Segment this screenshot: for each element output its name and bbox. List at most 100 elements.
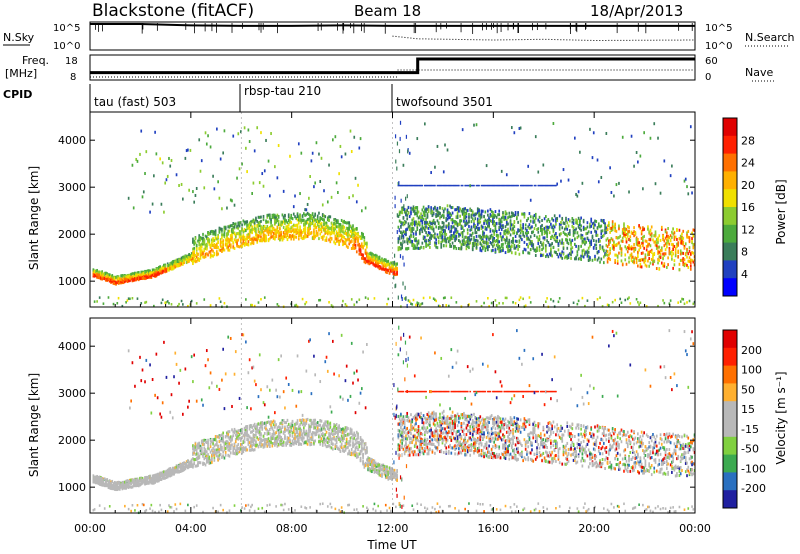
scatter-cell	[645, 259, 647, 262]
scatter-cell	[471, 225, 473, 228]
scatter-cell	[299, 225, 301, 228]
scatter-cell	[514, 230, 516, 233]
scatter-cell	[361, 209, 363, 212]
scatter-cell	[324, 215, 326, 218]
scatter-cell	[402, 282, 403, 286]
scatter-cell	[437, 246, 439, 249]
scatter-cell	[580, 217, 582, 220]
scatter-cell	[561, 226, 563, 229]
scatter-cell	[627, 235, 629, 238]
scatter-cell	[670, 299, 672, 302]
scatter-cell	[583, 255, 585, 258]
scatter-cell	[651, 235, 653, 238]
scatter-cell	[498, 213, 500, 216]
scatter-cell	[365, 249, 367, 252]
scatter-cell	[502, 235, 504, 238]
scatter-cell	[396, 167, 397, 171]
scatter-cell	[239, 167, 241, 170]
scatter-cell	[530, 199, 532, 202]
scatter-cell	[479, 221, 481, 224]
scatter-cell	[232, 241, 234, 244]
scatter-cell	[280, 231, 282, 234]
scatter-cell	[565, 217, 567, 220]
scatter-cell	[542, 247, 544, 250]
scatter-cell	[478, 209, 480, 212]
scatter-cell	[356, 227, 358, 230]
scatter-cell	[408, 247, 410, 250]
scatter-cell	[662, 299, 664, 302]
scatter-cell	[456, 247, 458, 250]
scatter-cell	[686, 301, 688, 304]
scatter-cell	[139, 356, 141, 359]
scatter-cell	[409, 152, 411, 155]
scatter-cell	[517, 248, 519, 251]
scatter-cell	[618, 241, 620, 244]
scatter-cell	[539, 245, 541, 248]
scatter-cell	[403, 204, 404, 208]
scatter-cell	[574, 230, 576, 233]
scatter-cell	[356, 200, 358, 203]
scatter-cell	[687, 266, 689, 269]
scatter-cell	[590, 225, 592, 228]
scatter-cell	[162, 161, 164, 164]
scatter-cell	[232, 135, 234, 138]
scatter-cell	[569, 229, 571, 232]
scatter-cell	[545, 250, 547, 253]
scatter-cell	[405, 286, 406, 290]
scatter-cell	[299, 215, 301, 218]
scatter-cell	[515, 211, 517, 214]
scatter-cell	[219, 231, 221, 234]
colorbar-segment	[723, 189, 737, 207]
scatter-cell	[458, 185, 460, 187]
scatter-cell	[259, 181, 261, 184]
scatter-cell	[248, 128, 250, 131]
scatter-cell	[521, 238, 523, 241]
scatter-cell	[190, 149, 192, 152]
cpid-segment-2: twofsound 3501	[396, 95, 493, 109]
scatter-cell	[568, 179, 570, 182]
scatter-cell	[284, 214, 286, 217]
scatter-cell	[650, 238, 652, 241]
scatter-cell	[565, 225, 567, 228]
scatter-cell	[333, 232, 335, 235]
scatter-cell	[435, 300, 437, 303]
scatter-cell	[483, 232, 485, 235]
scatter-cell	[671, 258, 673, 261]
scatter-cell	[445, 240, 447, 243]
scatter-cell	[529, 223, 531, 226]
scatter-cell	[495, 248, 497, 251]
scatter-cell	[462, 185, 464, 187]
scatter-cell	[676, 238, 678, 241]
scatter-cell	[319, 299, 321, 302]
scatter-cell	[611, 191, 613, 194]
scatter-cell	[206, 247, 208, 250]
scatter-cell	[331, 238, 333, 241]
scatter-cell	[635, 248, 637, 251]
scatter-cell	[277, 176, 279, 179]
scatter-cell	[205, 131, 207, 134]
scatter-cell	[519, 239, 521, 242]
scatter-cell	[603, 219, 605, 222]
scatter-cell	[192, 190, 194, 193]
scatter-cell	[642, 239, 644, 242]
scatter-cell	[142, 195, 144, 198]
scatter-cell	[274, 165, 276, 168]
scatter-cell	[593, 131, 595, 134]
scatter-cell	[293, 205, 295, 208]
scatter-cell	[628, 230, 630, 233]
scatter-cell	[599, 240, 601, 243]
scatter-cell	[234, 225, 236, 228]
scatter-cell	[501, 220, 503, 223]
scatter-cell	[550, 298, 552, 301]
scatter-cell	[222, 244, 224, 247]
scatter-cell	[541, 219, 543, 222]
scatter-cell	[434, 166, 436, 169]
scatter-cell	[139, 153, 141, 156]
scatter-cell	[251, 304, 253, 307]
scatter-cell	[508, 241, 510, 244]
scatter-cell	[235, 236, 237, 239]
scatter-cell	[437, 145, 439, 148]
scatter-cell	[589, 256, 591, 259]
scatter-cell	[633, 226, 635, 229]
scatter-cell	[395, 159, 396, 163]
